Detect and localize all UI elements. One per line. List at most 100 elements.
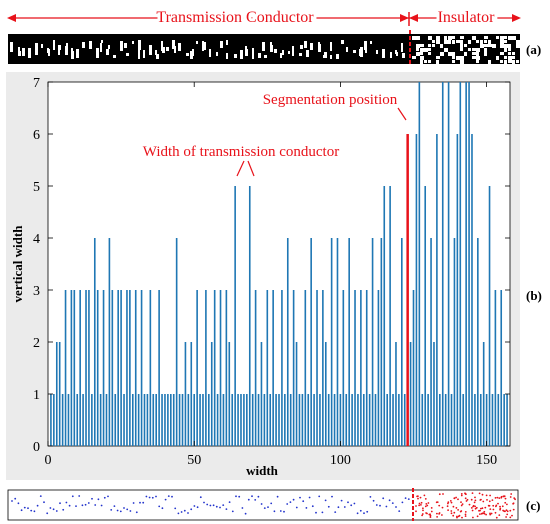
point-conductor (247, 498, 250, 501)
strip-mark (172, 40, 175, 49)
bar (175, 238, 178, 446)
bar (336, 238, 339, 446)
point-conductor (260, 503, 263, 505)
point-conductor (135, 511, 138, 514)
point-insulator (424, 505, 427, 508)
strip-mark (245, 49, 248, 56)
bar (67, 394, 70, 446)
bar (485, 394, 488, 446)
bar (401, 238, 403, 446)
strip-mark (420, 60, 423, 64)
point-conductor (289, 501, 292, 503)
bar (433, 342, 435, 446)
bar (251, 394, 254, 446)
bar (310, 238, 312, 446)
point-insulator (460, 504, 463, 507)
bar (474, 394, 476, 446)
point-insulator (450, 512, 453, 515)
bar (395, 342, 397, 446)
strip-mark (488, 44, 492, 47)
bar (131, 394, 134, 446)
strip-mark (480, 40, 483, 44)
point-conductor (353, 502, 356, 505)
strip-mark (488, 60, 491, 64)
bar (246, 394, 248, 446)
bar (76, 394, 79, 446)
strip-mark (299, 53, 302, 56)
strip-mark (436, 36, 440, 40)
point-conductor (145, 495, 148, 498)
point-conductor (273, 510, 276, 513)
point-conductor (78, 495, 81, 497)
strip-mark (440, 52, 444, 56)
strip-mark (89, 41, 92, 49)
strip-mark (428, 60, 431, 63)
point-conductor (369, 496, 372, 498)
point-conductor (43, 501, 45, 504)
strip-mark (138, 40, 141, 50)
bar (386, 394, 388, 446)
bar (50, 394, 52, 446)
strip-mark (132, 41, 134, 44)
point-insulator (450, 510, 453, 512)
bar (254, 290, 257, 446)
point-insulator (461, 516, 463, 519)
strip-mark (508, 48, 511, 51)
point-conductor (363, 512, 365, 515)
bar (88, 290, 90, 446)
bar (333, 394, 336, 446)
point-insulator (504, 501, 507, 504)
strip-mark (234, 54, 237, 58)
point-conductor (238, 495, 241, 498)
strip-mark (516, 60, 519, 63)
bar (213, 290, 216, 446)
strip-mark (460, 48, 463, 51)
strip-mark (508, 52, 511, 55)
point-conductor (148, 496, 151, 499)
bar (453, 238, 456, 446)
y-tick-label: 5 (33, 180, 40, 195)
point-conductor (27, 507, 29, 510)
strip-mark (460, 40, 463, 44)
strip-mark (10, 42, 13, 52)
point-conductor (292, 498, 295, 501)
point-insulator (436, 512, 438, 515)
point-insulator (509, 509, 512, 512)
point-insulator (499, 505, 501, 508)
point-insulator (474, 499, 477, 502)
strip-mark (65, 46, 68, 55)
strip-mark (512, 52, 515, 55)
strip-mark (504, 60, 507, 64)
point-conductor (305, 507, 308, 509)
strip-mark (436, 56, 440, 59)
strip-mark (436, 60, 439, 64)
strip-mark (22, 48, 25, 56)
insulator-label: Insulator (438, 9, 496, 26)
binary-image-strip (8, 30, 520, 66)
point-conductor (180, 511, 183, 513)
bar (444, 394, 447, 446)
bar (190, 342, 193, 446)
bar (339, 394, 342, 446)
bar (237, 394, 239, 446)
strip-mark (71, 48, 73, 53)
strip-mark (488, 40, 491, 44)
strip-mark (460, 60, 464, 64)
point-insulator (509, 496, 512, 498)
bar (58, 342, 61, 446)
bar (289, 394, 292, 446)
point-insulator (472, 516, 474, 519)
bar (345, 394, 348, 446)
strip-mark (468, 48, 471, 51)
point-insulator (509, 516, 512, 519)
bar (140, 290, 143, 446)
point-insulator (422, 509, 424, 512)
bar (368, 394, 371, 446)
point-insulator (501, 505, 504, 508)
strip-mark (155, 50, 157, 55)
point-insulator (429, 513, 431, 516)
strip-mark (274, 49, 277, 53)
strip-mark (476, 40, 479, 43)
point-insulator (499, 508, 501, 511)
strip-mark (412, 56, 416, 59)
